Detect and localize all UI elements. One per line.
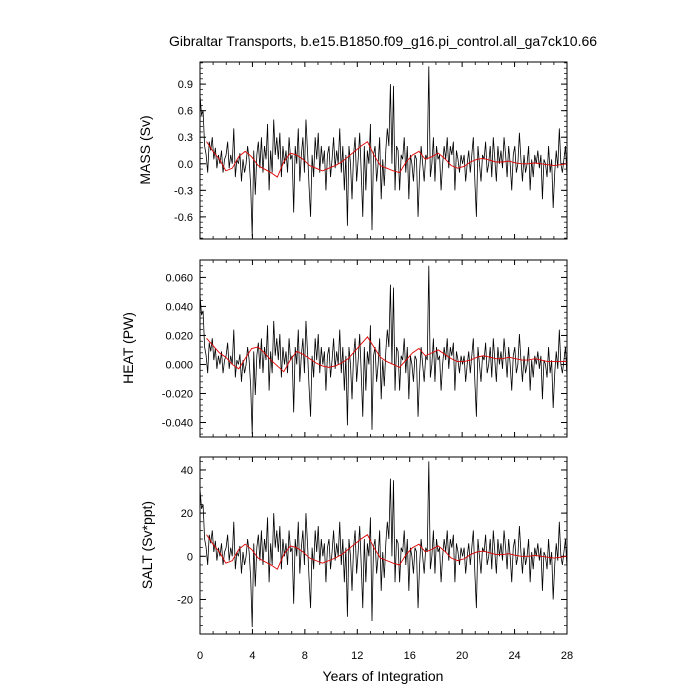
x-tick-label: 0 bbox=[197, 650, 203, 662]
mass-y-tick-label: 0.6 bbox=[178, 106, 193, 118]
panel-salt: -20 0 20 40 SALT (Sv*ppt) bbox=[139, 456, 568, 635]
mass-y-tick-label: 0.9 bbox=[178, 79, 193, 91]
chart-title: Gibraltar Transports, b.e15.B1850.f09_g1… bbox=[169, 33, 597, 49]
mass-plot-frame bbox=[199, 61, 568, 240]
salt-y-tick-label: 40 bbox=[181, 465, 193, 477]
salt-raw-series bbox=[199, 461, 568, 628]
salt-y-tick-label: -20 bbox=[177, 594, 193, 606]
heat-y-tick-label: 0.060 bbox=[165, 272, 193, 284]
x-tick-label: 8 bbox=[302, 650, 308, 662]
salt-y-tick-label: 20 bbox=[181, 508, 193, 520]
heat-y-tick-label: 0.000 bbox=[165, 359, 193, 371]
heat-plot-frame bbox=[199, 259, 568, 438]
panel-heat: -0.040 -0.020 0.000 0.020 0.040 0.060 HEAT (P… bbox=[120, 259, 568, 438]
heat-y-tick-label: 0.040 bbox=[165, 301, 193, 313]
mass-y-tick-label: 0.0 bbox=[178, 159, 193, 171]
mass-y-tick-label: -0.3 bbox=[174, 185, 193, 197]
mass-raw-series bbox=[199, 66, 568, 237]
x-tick-label: 28 bbox=[561, 650, 573, 662]
x-tick-label: 16 bbox=[404, 650, 416, 662]
x-tick-labels: 0 4 8 12 16 20 24 28 bbox=[197, 650, 573, 662]
x-tick-label: 24 bbox=[508, 650, 520, 662]
x-tick-label: 4 bbox=[249, 650, 255, 662]
mass-y-axis-label: MASS (Sv) bbox=[137, 115, 153, 184]
heat-y-axis-label: HEAT (PW) bbox=[120, 312, 136, 384]
x-tick-label: 12 bbox=[351, 650, 363, 662]
salt-plot-frame bbox=[199, 456, 568, 635]
mass-y-tick-label: 0.3 bbox=[178, 132, 193, 144]
salt-smoothed-series bbox=[206, 534, 568, 570]
mass-smoothed-series bbox=[206, 140, 568, 178]
x-axis-label: Years of Integration bbox=[323, 668, 444, 684]
heat-y-tick-label: 0.020 bbox=[165, 330, 193, 342]
heat-y-tick-label: -0.040 bbox=[162, 417, 193, 429]
salt-y-tick-label: 0 bbox=[187, 551, 193, 563]
panel-mass: -0.6 -0.3 0.0 0.3 0.6 0.9 MASS (Sv) bbox=[137, 61, 568, 240]
heat-smoothed-series bbox=[206, 336, 567, 373]
mass-y-tick-label: -0.6 bbox=[174, 212, 193, 224]
mass-grid-ticks: -0.6 -0.3 0.0 0.3 0.6 0.9 bbox=[174, 62, 568, 239]
salt-y-axis-label: SALT (Sv*ppt) bbox=[139, 501, 155, 589]
x-tick-label: 20 bbox=[456, 650, 468, 662]
heat-y-tick-label: -0.020 bbox=[162, 388, 193, 400]
heat-raw-series bbox=[199, 265, 568, 435]
